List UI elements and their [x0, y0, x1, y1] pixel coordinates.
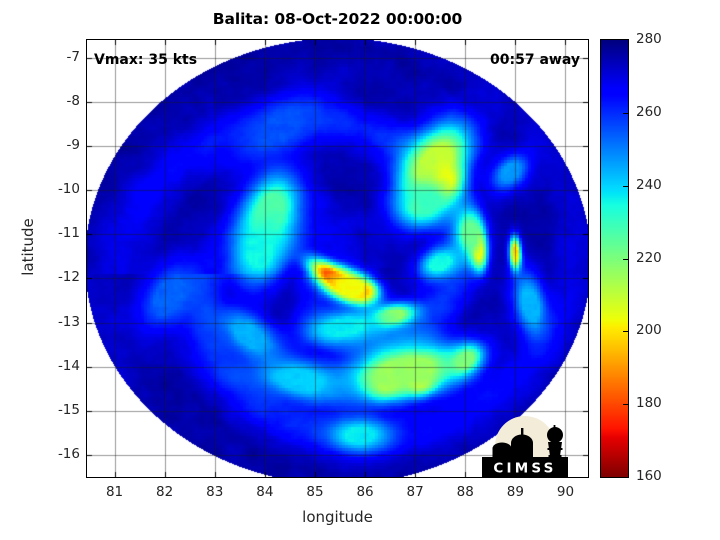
- x-tick-label: 82: [156, 484, 174, 500]
- y-tick-label: -7: [66, 48, 80, 65]
- cimss-logo: CIMSS: [482, 416, 568, 478]
- x-tick-label: 81: [105, 484, 124, 500]
- x-tick-label: 90: [556, 484, 575, 500]
- y-axis-title: latitude: [19, 218, 37, 276]
- time-away-annotation: 00:57 away: [490, 52, 580, 68]
- y-tick-label: -14: [57, 357, 80, 374]
- x-tick-label: 84: [256, 484, 274, 500]
- y-tick-label: -12: [57, 269, 80, 286]
- cimss-logo-text: CIMSS: [493, 461, 556, 477]
- colorbar-tick-mark: [623, 112, 628, 114]
- colorbar-tick-mark: [623, 258, 628, 260]
- colorbar-tick-label: 260: [636, 103, 662, 120]
- colorbar-tick-mark: [623, 404, 628, 406]
- x-tick-label: 86: [356, 484, 374, 500]
- colorbar-tick-label: 280: [636, 31, 662, 47]
- y-tick-label: -16: [57, 445, 80, 462]
- x-tick-label: 88: [456, 484, 474, 500]
- x-tick-label: 83: [206, 484, 224, 500]
- plot-area: [86, 39, 589, 478]
- colorbar-tick-mark: [623, 185, 628, 187]
- brightness-temperature-swath: [87, 40, 588, 477]
- y-tick-label: -8: [66, 92, 80, 109]
- vmax-annotation: Vmax: 35 kts: [94, 52, 198, 68]
- colorbar-tick-label: 220: [636, 249, 662, 266]
- y-tick-label: -9: [66, 136, 80, 153]
- colorbar-tick-label: 200: [636, 322, 662, 339]
- y-tick-label: -15: [57, 401, 80, 418]
- x-tick-label: 89: [506, 484, 524, 500]
- figure-title: Balita: 08-Oct-2022 00:00:00: [212, 10, 463, 28]
- x-tick-label: 87: [406, 484, 424, 500]
- y-tick-label: -11: [57, 225, 80, 242]
- colorbar-tick-label: 160: [636, 468, 662, 484]
- colorbar-tick-mark: [623, 331, 628, 333]
- x-axis-title: longitude: [302, 508, 373, 526]
- x-tick-label: 85: [306, 484, 324, 500]
- y-tick-label: -13: [57, 313, 80, 330]
- colorbar-tick-label: 180: [636, 395, 662, 412]
- y-tick-label: -10: [57, 181, 80, 198]
- colorbar-tick-label: 240: [636, 176, 662, 193]
